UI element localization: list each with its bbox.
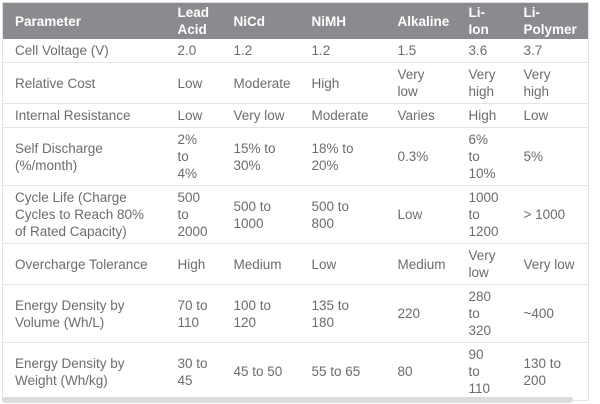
value-cell: Low xyxy=(171,103,228,128)
value-cell: Very high xyxy=(462,62,518,104)
value-cell: 18% to 20% xyxy=(305,127,392,186)
value-cell: Low xyxy=(391,185,463,244)
parameter-cell: Self Discharge (%/month) xyxy=(2,127,172,186)
value-cell: 500 to 1000 xyxy=(227,185,306,244)
column-header-parameter: Parameter xyxy=(2,2,172,39)
value-cell: Low xyxy=(305,243,392,285)
value-cell: 135 to 180 xyxy=(305,284,392,343)
value-cell: Moderate xyxy=(305,103,392,128)
value-cell: High xyxy=(171,243,228,285)
column-header: NiMH xyxy=(305,2,392,39)
value-cell: Very low xyxy=(227,103,306,128)
column-header: Lead Acid xyxy=(171,2,228,39)
value-cell: 280 to 320 xyxy=(462,284,518,343)
value-cell: 220 xyxy=(391,284,463,343)
parameter-cell: Cell Voltage (V) xyxy=(15,43,109,58)
value-cell: Medium xyxy=(391,243,463,285)
value-cell: 5% xyxy=(517,127,589,186)
value-cell: Very high xyxy=(517,62,589,104)
value-cell: Very low xyxy=(391,62,463,104)
value-cell: ~400 xyxy=(517,284,589,343)
value-cell: 100 to 120 xyxy=(227,284,306,343)
table-row: Overcharge Tolerance High Medium Low Medium V… xyxy=(2,243,589,285)
value-cell: High xyxy=(462,103,518,128)
parameter-cell: Energy Density by Volume (Wh/L) xyxy=(2,284,172,343)
value-cell: 1000 to 1200 xyxy=(462,185,518,244)
value-cell: 3.7 xyxy=(523,43,543,58)
column-header: Li- Ion xyxy=(462,2,518,39)
value-cell: Moderate xyxy=(227,62,306,104)
column-header: NiCd xyxy=(227,2,306,39)
table-row: Cycle Life (Charge Cycles to Reach 80% o… xyxy=(2,185,589,244)
parameter-cell: Internal Resistance xyxy=(2,103,172,128)
value-cell: 30 to 45 xyxy=(171,342,228,401)
column-header: Li- Polymer xyxy=(517,2,589,39)
value-cell: Low xyxy=(171,62,228,104)
value-cell: > 1000 xyxy=(517,185,589,244)
value-cell: 3.6 xyxy=(468,43,488,58)
table-row: Relative Cost Low Moderate High Very low Very… xyxy=(2,62,589,104)
parameter-cell: Overcharge Tolerance xyxy=(2,243,172,285)
value-cell: 15% to 30% xyxy=(227,127,306,186)
value-cell: Very low xyxy=(462,243,518,285)
table-row: Energy Density by Weight (Wh/kg) 30 to 45… xyxy=(2,342,589,401)
value-cell: 6% to 10% xyxy=(462,127,518,186)
value-cell: Varies xyxy=(391,103,463,128)
table-header: Parameter Lead Acid NiCd NiMH Alkaline Li- Io… xyxy=(2,2,589,39)
table-row: Energy Density by Volume (Wh/L) 70 to 110… xyxy=(2,284,589,343)
parameter-cell: Energy Density by Weight (Wh/kg) xyxy=(2,342,172,401)
value-cell: 500 to 2000 xyxy=(171,185,228,244)
table-row: Internal Resistance Low Very low Moderate Va… xyxy=(2,103,589,128)
value-cell: High xyxy=(305,62,392,104)
value-cell: 55 to 65 xyxy=(305,342,392,401)
value-cell: 90 to 110 xyxy=(462,342,518,401)
value-cell: 2.0 xyxy=(177,43,197,58)
table-body: Cell Voltage (V) 2.0 1.2 1.2 1.5 3.6 3.7 Relati… xyxy=(2,39,589,401)
value-cell: 2% to 4% xyxy=(171,127,228,186)
value-cell: 1.2 xyxy=(233,43,253,58)
value-cell: Low xyxy=(517,103,589,128)
value-cell: 0.3% xyxy=(391,127,463,186)
value-cell: 1.2 xyxy=(311,43,331,58)
parameter-cell: Relative Cost xyxy=(2,62,172,104)
value-cell: 500 to 800 xyxy=(305,185,392,244)
value-cell: 70 to 110 xyxy=(171,284,228,343)
header-row: Parameter Lead Acid NiCd NiMH Alkaline Li- Io… xyxy=(2,2,589,39)
value-cell: 130 to 200 xyxy=(517,342,589,401)
battery-comparison-table: Parameter Lead Acid NiCd NiMH Alkaline Li- Io… xyxy=(2,2,589,401)
value-cell: Medium xyxy=(227,243,306,285)
horizontal-scrollbar-thumb[interactable] xyxy=(2,397,573,403)
table-row: Self Discharge (%/month) 2% to 4% 15% to 3… xyxy=(2,127,589,186)
column-header: Alkaline xyxy=(391,2,463,39)
value-cell: 1.5 xyxy=(397,43,417,58)
value-cell: Very low xyxy=(517,243,589,285)
value-cell: 45 to 50 xyxy=(227,342,306,401)
value-cell: 80 xyxy=(391,342,463,401)
table-row: Cell Voltage (V) 2.0 1.2 1.2 1.5 3.6 3.7 xyxy=(3,39,589,63)
horizontal-scrollbar-track[interactable] xyxy=(2,397,600,403)
parameter-cell: Cycle Life (Charge Cycles to Reach 80% o… xyxy=(2,185,172,244)
